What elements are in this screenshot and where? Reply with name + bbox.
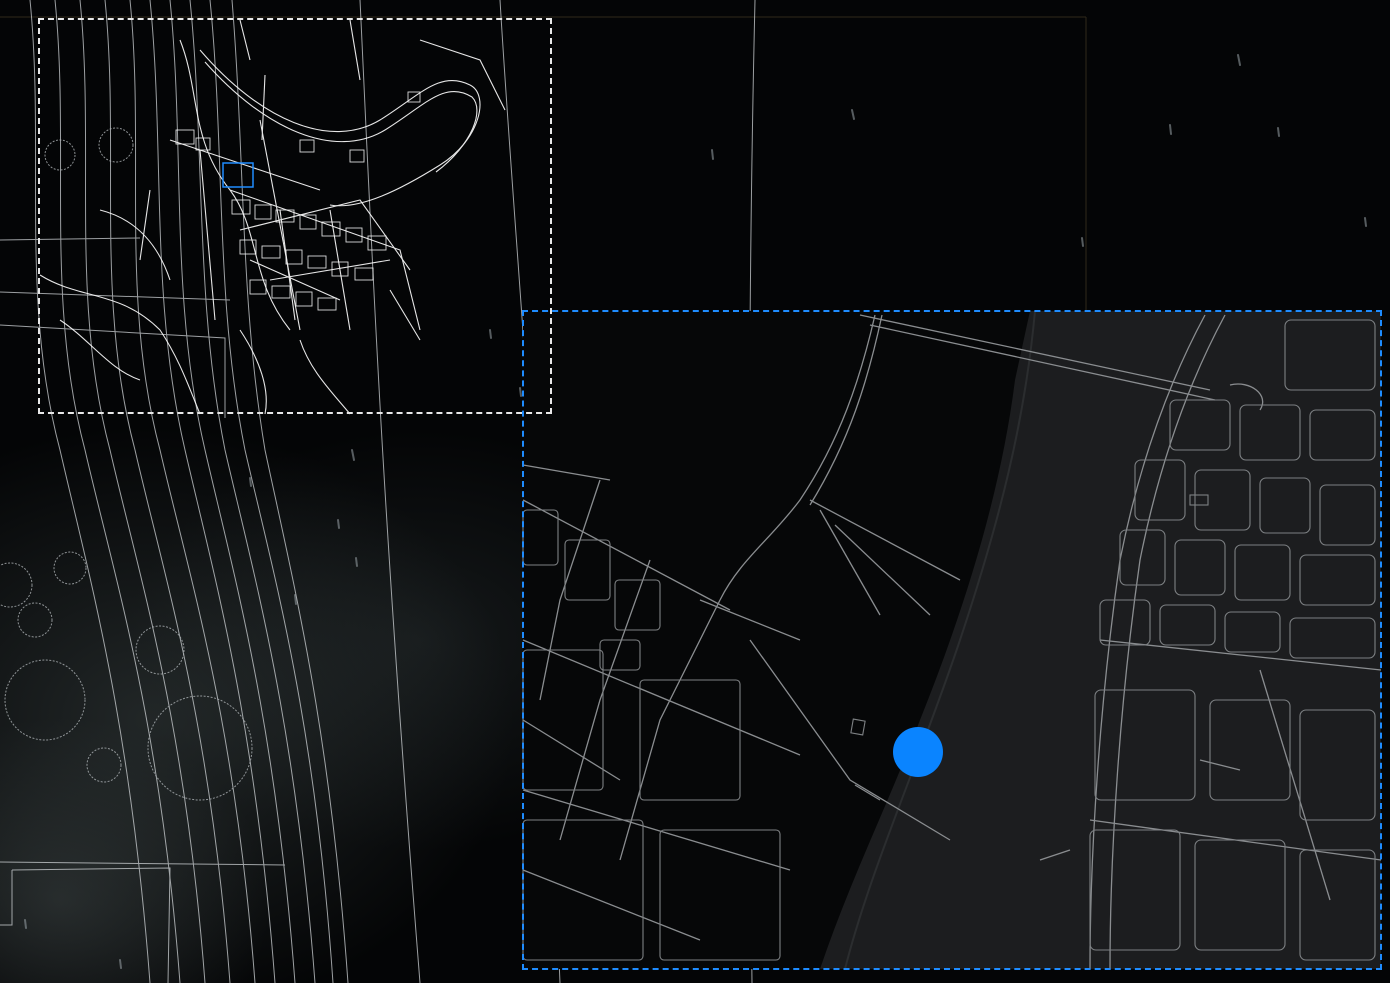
location-marker-icon[interactable]: [893, 727, 943, 777]
overview-city-blocks: [175, 91, 421, 311]
detail-streets: [522, 314, 1382, 970]
overview-map-frame[interactable]: [38, 18, 552, 414]
detail-map[interactable]: [522, 310, 1382, 970]
detail-extent-indicator[interactable]: [222, 162, 254, 188]
detail-view-frame[interactable]: [522, 310, 1382, 970]
river-edge: [844, 310, 1036, 970]
tree-canopies: [0, 127, 253, 801]
